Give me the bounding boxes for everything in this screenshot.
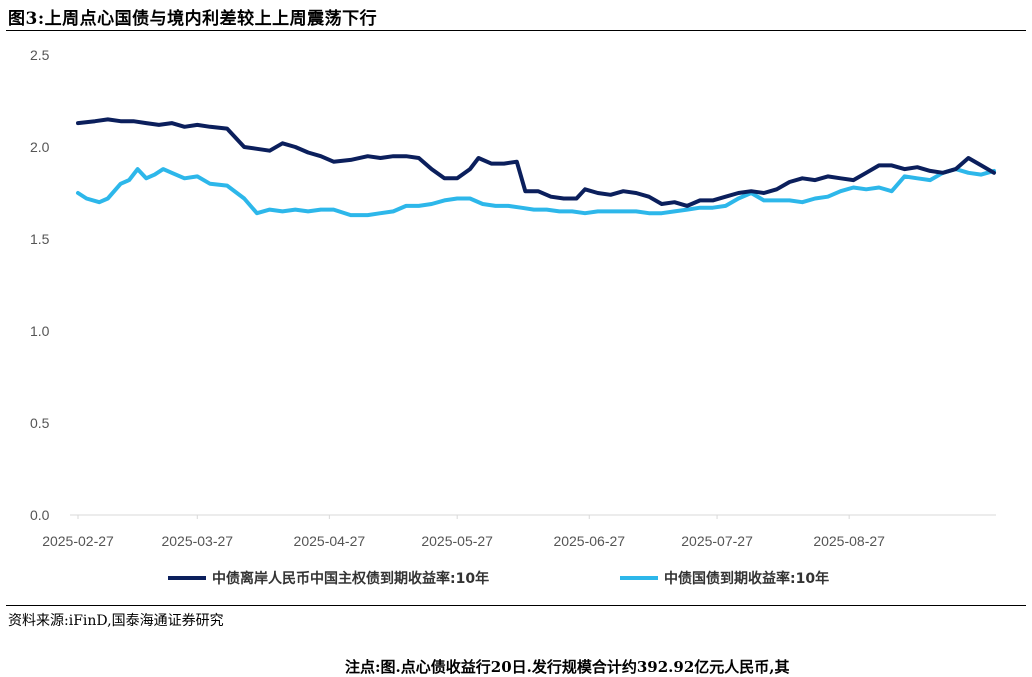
cutoff-text: 注点:图.点心债收益行20日.发行规模合计约392.92亿元人民币,其	[345, 658, 790, 676]
line-chart: 2.52.01.51.00.50.0 2025-02-27 2025-03-27 2…	[30, 47, 996, 587]
x-tick-label: 2025-02-27	[42, 533, 114, 549]
x-tick-label: 2025-06-27	[553, 533, 625, 549]
bottom-rule	[6, 605, 1026, 606]
y-tick-label: 0.5	[30, 415, 50, 431]
series-line-1	[76, 117, 996, 208]
figure-title: 图3:上周点心国债与境内利差较上上周震荡下行	[8, 9, 378, 29]
x-tick-label: 2025-04-27	[294, 533, 366, 549]
x-tick-label: 2025-08-27	[813, 533, 885, 549]
legend-label-2: 中债国债到期收益率:10年	[664, 570, 829, 587]
y-tick-label: 1.0	[30, 323, 50, 339]
y-tick-label: 1.5	[30, 231, 50, 247]
legend-label-1: 中债离岸人民币中国主权债到期收益率:10年	[212, 570, 489, 587]
y-tick-label: 2.5	[30, 47, 50, 63]
x-axis-ticks: 2025-02-27 2025-03-27 2025-04-27 2025-05-27…	[42, 515, 885, 549]
y-axis-ticks: 2.5 2.0 1.5 1.0 0.5 0.0	[30, 47, 50, 523]
y-tick-label: 2.0	[30, 139, 50, 155]
series-lines	[76, 117, 996, 218]
series-line-2	[76, 167, 996, 218]
legend: 中债离岸人民币中国主权债到期收益率:10年 中债国债到期收益率:10年	[168, 570, 829, 587]
source-note: 资料来源:iFinD,国泰海通证券研究	[8, 613, 224, 629]
x-tick-label: 2025-03-27	[161, 533, 233, 549]
y-tick-label: 0.0	[30, 507, 50, 523]
top-rule	[6, 30, 1026, 31]
x-tick-label: 2025-07-27	[681, 533, 753, 549]
x-tick-label: 2025-05-27	[421, 533, 493, 549]
